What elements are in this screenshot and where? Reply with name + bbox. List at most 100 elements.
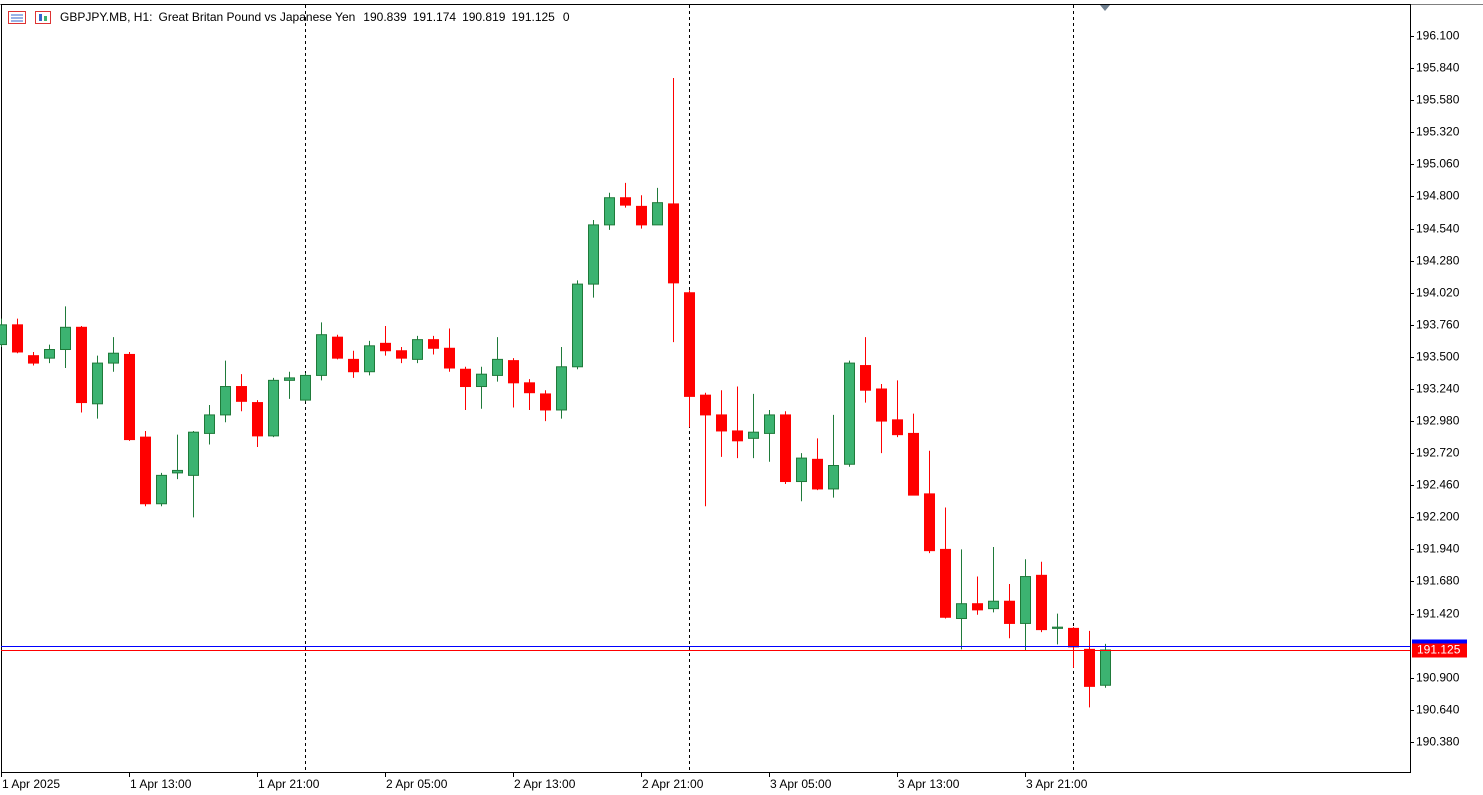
candle-body bbox=[588, 224, 599, 285]
candle-body bbox=[396, 350, 407, 359]
candle-body bbox=[44, 349, 55, 359]
y-tick-label: 194.020 bbox=[1416, 286, 1460, 300]
candle-body bbox=[92, 362, 103, 405]
y-tick-label: 193.240 bbox=[1416, 382, 1460, 396]
x-tick-label: 3 Apr 05:00 bbox=[770, 777, 832, 791]
y-tick-label: 192.200 bbox=[1416, 510, 1460, 524]
candle-body bbox=[476, 373, 487, 388]
candle-body bbox=[108, 352, 119, 364]
info-value: 0 bbox=[562, 10, 570, 24]
y-tick-label: 192.460 bbox=[1416, 478, 1460, 492]
y-tick-label: 195.320 bbox=[1416, 125, 1460, 139]
candle-body bbox=[188, 431, 199, 476]
candle-body bbox=[540, 393, 551, 411]
candle-body bbox=[988, 600, 999, 610]
candle-body bbox=[668, 203, 679, 284]
candle-body bbox=[268, 379, 279, 437]
candle-body bbox=[524, 382, 535, 394]
candle-body bbox=[764, 414, 775, 434]
candle-body bbox=[60, 326, 71, 351]
candle-body bbox=[28, 355, 39, 364]
candle-body bbox=[684, 292, 695, 397]
candle-body bbox=[364, 345, 375, 373]
candle-body bbox=[332, 336, 343, 359]
candle-body bbox=[1068, 627, 1079, 648]
info-value: 190.839 bbox=[363, 10, 407, 24]
y-tick-label: 192.720 bbox=[1416, 446, 1460, 460]
candle-body bbox=[1084, 648, 1095, 687]
chart-header: GBPJPY.MB, H1: Great Britan Pound vs Jap… bbox=[60, 10, 570, 24]
candle-body bbox=[220, 386, 231, 416]
candle-body bbox=[0, 324, 7, 346]
y-tick-label: 196.100 bbox=[1416, 29, 1460, 43]
candle-body bbox=[204, 414, 215, 434]
candle-body bbox=[492, 358, 503, 376]
y-tick-label: 190.640 bbox=[1416, 703, 1460, 717]
candle-body bbox=[732, 430, 743, 442]
icon-bar bbox=[44, 16, 47, 21]
candle-body bbox=[716, 414, 727, 432]
candle-body bbox=[12, 324, 23, 353]
candle-body bbox=[1004, 600, 1015, 624]
candle-body bbox=[412, 339, 423, 360]
candle-body bbox=[1052, 626, 1063, 629]
candle-body bbox=[140, 436, 151, 505]
candle-body bbox=[1020, 576, 1031, 624]
candle-body bbox=[796, 457, 807, 483]
candle-body bbox=[908, 432, 919, 496]
candle-body bbox=[460, 368, 471, 388]
x-tick-label: 3 Apr 13:00 bbox=[898, 777, 960, 791]
candle-body bbox=[636, 205, 647, 226]
candle-body bbox=[700, 394, 711, 416]
x-tick-label: 1 Apr 2025 bbox=[2, 777, 60, 791]
candle-body bbox=[876, 388, 887, 422]
candle-body bbox=[76, 326, 87, 404]
candle-body bbox=[156, 474, 167, 505]
candle-body bbox=[316, 334, 327, 376]
candle-body bbox=[1100, 649, 1111, 686]
icon-chart bbox=[35, 11, 51, 24]
candle-body bbox=[508, 360, 519, 384]
candle-body bbox=[236, 386, 247, 402]
y-tick-label: 194.280 bbox=[1416, 254, 1460, 268]
x-tick-label: 2 Apr 05:00 bbox=[386, 777, 448, 791]
candle-body bbox=[924, 493, 935, 552]
candle-body bbox=[556, 366, 567, 411]
y-tick-label: 194.540 bbox=[1416, 222, 1460, 236]
y-tick-label: 191.940 bbox=[1416, 542, 1460, 556]
candle-body bbox=[748, 431, 759, 439]
y-tick-label: 193.500 bbox=[1416, 350, 1460, 364]
candle-body bbox=[124, 353, 135, 441]
candle-body bbox=[844, 362, 855, 465]
candle-body bbox=[940, 548, 951, 618]
candle-body bbox=[444, 347, 455, 369]
info-value: 190.819 bbox=[462, 10, 506, 24]
x-tick-label: 3 Apr 21:00 bbox=[1026, 777, 1088, 791]
candle-body bbox=[172, 469, 183, 474]
candle-body bbox=[1036, 574, 1047, 631]
description: Great Britan Pound vs Japanese Yen bbox=[158, 10, 356, 24]
candle-body bbox=[812, 458, 823, 490]
x-tick-label: 1 Apr 21:00 bbox=[258, 777, 320, 791]
candle-body bbox=[860, 365, 871, 391]
y-tick-label: 190.380 bbox=[1416, 735, 1460, 749]
y-tick-label: 195.580 bbox=[1416, 93, 1460, 107]
candle-body bbox=[604, 197, 615, 226]
shift-marker bbox=[1100, 5, 1110, 11]
info-value: 191.125 bbox=[511, 10, 555, 24]
icons bbox=[8, 11, 51, 24]
y-tick-label: 190.900 bbox=[1416, 671, 1460, 685]
symbol: GBPJPY.MB, H1: bbox=[60, 10, 153, 24]
candle-body bbox=[892, 419, 903, 436]
plot-frame bbox=[1, 4, 1411, 773]
candle-body bbox=[284, 377, 295, 381]
y-tick-label: 195.060 bbox=[1416, 157, 1460, 171]
candle-body bbox=[780, 414, 791, 483]
candle-body bbox=[252, 402, 263, 437]
candle-body bbox=[428, 339, 439, 349]
ask-tag bbox=[1412, 639, 1467, 647]
y-tick-label: 193.760 bbox=[1416, 318, 1460, 332]
candle-body bbox=[828, 464, 839, 490]
candle-body bbox=[572, 283, 583, 368]
